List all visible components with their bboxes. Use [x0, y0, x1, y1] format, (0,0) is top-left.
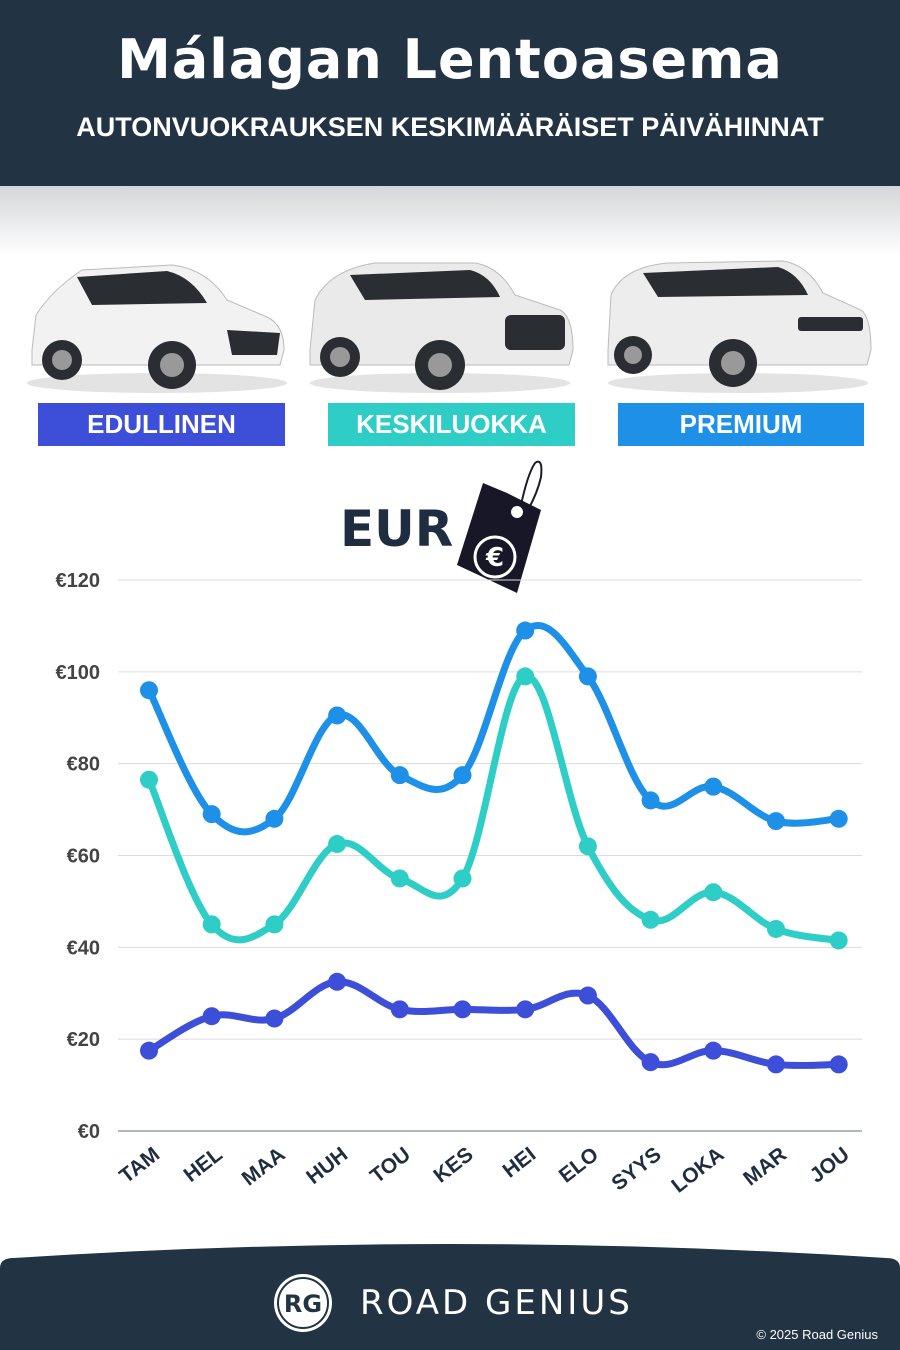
data-point-edullinen [202, 1007, 221, 1026]
data-point-keskiluokka [140, 770, 158, 789]
data-point-edullinen [641, 1053, 660, 1072]
data-point-premium [390, 766, 409, 785]
y-tick-label: €20 [67, 1029, 100, 1051]
x-tick-label: ELO [555, 1143, 603, 1188]
data-point-keskiluokka [641, 910, 660, 929]
y-tick-label: €40 [67, 937, 100, 959]
header-banner: Málagan Lentoasema AUTONVUOKRAUKSEN KESK… [0, 0, 900, 186]
data-point-edullinen [767, 1055, 785, 1074]
copyright-text: © 2025 Road Genius [756, 1327, 878, 1342]
data-point-premium [578, 667, 597, 686]
category-label-premium: PREMIUM [618, 403, 864, 446]
y-tick-label: €120 [56, 570, 101, 592]
data-point-keskiluokka [328, 835, 347, 854]
x-tick-label: HEI [499, 1143, 541, 1183]
data-point-edullinen [829, 1055, 848, 1074]
footer-bar [0, 1244, 900, 1350]
data-point-premium [453, 766, 472, 785]
data-point-premium [704, 777, 723, 796]
category-label-keskiluokka: KESKILUOKKA [328, 403, 575, 446]
svg-text:€: € [485, 543, 504, 573]
hatchback-car-image [27, 264, 287, 393]
data-point-premium [641, 791, 660, 810]
data-point-premium [516, 621, 535, 640]
data-point-keskiluokka [202, 915, 221, 934]
data-point-edullinen [453, 1000, 472, 1019]
data-point-edullinen [265, 1009, 284, 1028]
category-label-edullinen: EDULLINEN [38, 403, 285, 446]
data-point-keskiluokka [265, 915, 284, 934]
data-point-edullinen [704, 1041, 723, 1060]
x-tick-label: TOU [366, 1143, 415, 1188]
data-point-premium [829, 809, 848, 828]
page-title: Málagan Lentoasema [117, 28, 783, 91]
data-point-edullinen [140, 1041, 158, 1060]
x-tick-label: SYYS [607, 1143, 665, 1196]
series-line-edullinen [145, 978, 843, 1070]
series-line-keskiluokka [145, 672, 843, 944]
data-point-premium [328, 706, 347, 725]
data-point-edullinen [328, 972, 347, 991]
y-tick-label: €60 [67, 846, 100, 868]
premium-suv-image [607, 260, 872, 393]
y-tick-label: €100 [56, 662, 101, 684]
svg-text:RG: RG [284, 1290, 322, 1318]
x-tick-label: HEL [180, 1143, 227, 1187]
x-tick-label: LOKA [667, 1143, 728, 1198]
data-point-keskiluokka [767, 919, 785, 938]
x-tick-label: JOU [806, 1143, 854, 1188]
y-tick-label: €80 [67, 754, 100, 776]
header-shadow [0, 186, 900, 256]
page-subtitle: AUTONVUOKRAUKSEN KESKIMÄÄRÄISET PÄIVÄHIN… [76, 112, 824, 142]
data-point-premium [767, 812, 785, 831]
y-tick-label: €0 [78, 1121, 100, 1143]
suv-car-image [309, 262, 574, 393]
road-genius-logo-icon: RG [274, 1274, 332, 1332]
data-point-keskiluokka [704, 883, 723, 902]
data-point-premium [265, 809, 284, 828]
brand-name: ROAD GENIUS [360, 1283, 633, 1323]
currency-label: EUR [340, 500, 454, 558]
x-tick-label: MAA [238, 1143, 290, 1191]
data-point-premium [140, 681, 158, 700]
data-point-keskiluokka [829, 931, 848, 950]
data-point-keskiluokka [390, 869, 409, 888]
data-point-premium [202, 805, 221, 824]
data-point-edullinen [516, 1000, 535, 1019]
data-point-keskiluokka [453, 869, 472, 888]
price-line-chart: €0 €20 €40 €60 €80 €100 €120 TAM HEL MAA HUH TOU KE… [56, 570, 862, 1198]
data-point-edullinen [390, 1000, 409, 1019]
data-point-keskiluokka [578, 837, 597, 856]
data-point-edullinen [578, 986, 597, 1005]
price-tag-icon: € [457, 460, 543, 593]
x-tick-label: MAR [739, 1143, 791, 1191]
x-tick-label: KES [429, 1143, 477, 1188]
series-line-premium [145, 622, 843, 836]
x-tick-label: TAM [115, 1143, 164, 1188]
data-point-keskiluokka [516, 667, 535, 686]
x-tick-label: HUH [302, 1143, 352, 1189]
